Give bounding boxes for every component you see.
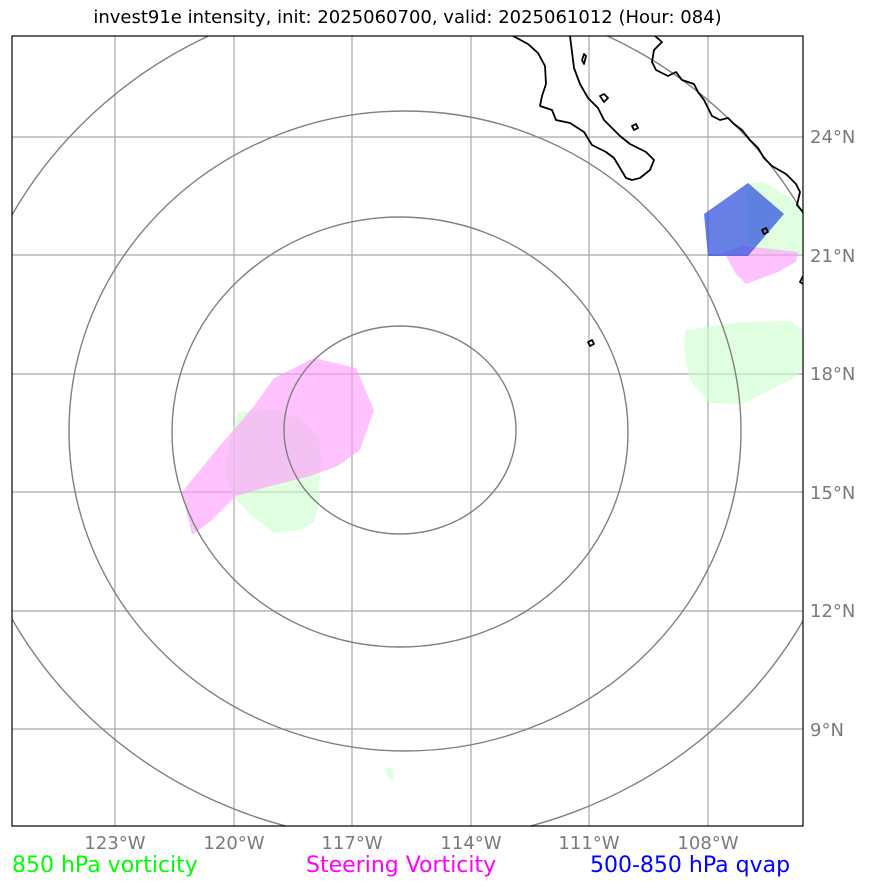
- lon-label: 117°W: [321, 833, 382, 854]
- steering-vorticity-area-center: [182, 358, 374, 535]
- lat-label: 15°N: [810, 483, 855, 504]
- lat-label: 9°N: [810, 720, 844, 741]
- mainland-mexico-coast: [651, 36, 803, 213]
- lon-label: 120°W: [203, 833, 264, 854]
- map-title: invest91e intensity, init: 2025060700, v…: [93, 7, 722, 28]
- legend-qvap: 500-850 hPa qvap: [590, 853, 791, 878]
- vorticity-850-shading: [225, 182, 803, 780]
- range-ring-2: [171, 216, 629, 648]
- lat-label: 18°N: [810, 364, 855, 385]
- legend-steering-vorticity: Steering Vorticity: [306, 853, 497, 878]
- lat-label: 12°N: [810, 601, 855, 622]
- range-ring-3: [68, 110, 742, 752]
- plot-frame: [11, 35, 804, 827]
- qvap-shading: [704, 183, 784, 256]
- legend-vorticity-850: 850 hPa vorticity: [12, 853, 198, 878]
- vorticity-850-area-east: [684, 321, 803, 404]
- range-rings: [12, 36, 803, 826]
- lat-label: 24°N: [810, 127, 855, 148]
- island-5: [587, 339, 595, 347]
- lon-label: 111°W: [558, 833, 619, 854]
- island-3: [631, 123, 639, 131]
- graticule-lines: [12, 36, 803, 826]
- range-ring-4: [12, 36, 803, 826]
- lon-label: 108°W: [677, 833, 738, 854]
- island-4: [761, 227, 769, 235]
- lat-label: 21°N: [810, 246, 855, 267]
- coast-segment-south: [799, 275, 803, 285]
- baja-california-coast: [512, 36, 655, 181]
- lon-label: 123°W: [84, 833, 145, 854]
- vorticity-850-area-south: [385, 768, 394, 780]
- coastline: [512, 36, 803, 347]
- island-1: [581, 53, 587, 65]
- island-2: [599, 93, 609, 103]
- range-ring-1: [283, 325, 517, 535]
- lon-label: 114°W: [440, 833, 501, 854]
- qvap-area-northeast: [704, 183, 784, 256]
